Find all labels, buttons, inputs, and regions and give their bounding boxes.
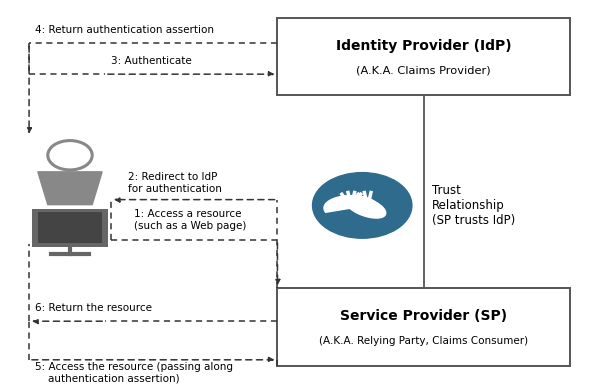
Text: 3: Authenticate: 3: Authenticate — [111, 56, 192, 67]
Circle shape — [48, 141, 92, 170]
Text: 2: Redirect to IdP
for authentication: 2: Redirect to IdP for authentication — [129, 172, 222, 194]
Bar — [38, 212, 102, 243]
Polygon shape — [38, 172, 102, 205]
Text: 6: Return the resource: 6: Return the resource — [35, 303, 152, 314]
Polygon shape — [345, 196, 386, 218]
Bar — [277, 18, 570, 95]
Text: Identity Provider (IdP): Identity Provider (IdP) — [336, 39, 512, 53]
Text: Trust
Relationship
(SP trusts IdP): Trust Relationship (SP trusts IdP) — [432, 184, 516, 227]
Text: Service Provider (SP): Service Provider (SP) — [340, 309, 507, 323]
Text: 4: Return authentication assertion: 4: Return authentication assertion — [35, 25, 214, 35]
Text: (A.K.A. Relying Party, Claims Consumer): (A.K.A. Relying Party, Claims Consumer) — [319, 336, 528, 346]
Bar — [277, 289, 570, 366]
Polygon shape — [324, 196, 377, 212]
Bar — [32, 209, 108, 247]
Text: (A.K.A. Claims Provider): (A.K.A. Claims Provider) — [356, 66, 491, 76]
Text: 1: Access a resource
(such as a Web page): 1: Access a resource (such as a Web page… — [135, 209, 247, 230]
Circle shape — [313, 172, 412, 238]
Text: 5: Access the resource (passing along
    authentication assertion): 5: Access the resource (passing along au… — [35, 362, 233, 383]
